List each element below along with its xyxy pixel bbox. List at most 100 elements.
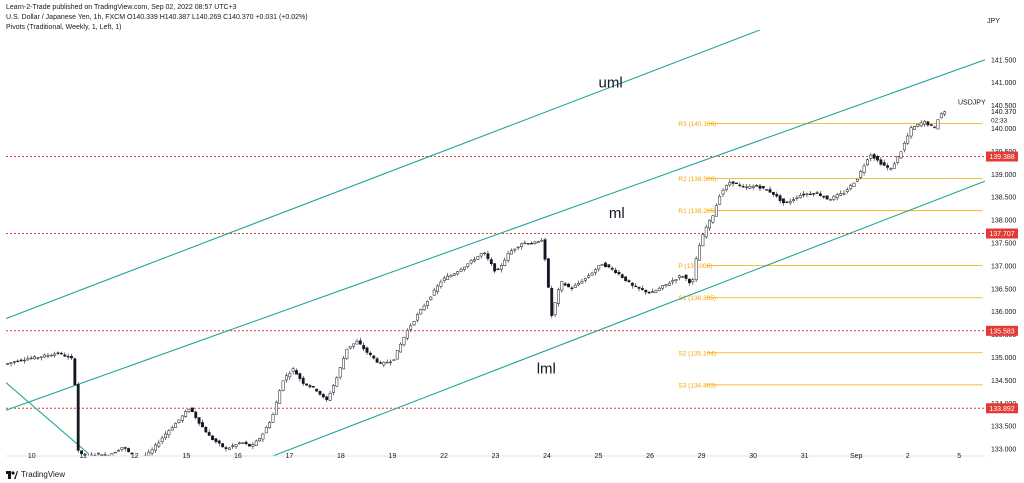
candle [802,191,806,198]
candle [63,352,67,357]
candle-body [53,353,57,356]
candle [325,395,329,403]
tradingview-brand[interactable]: TradingView [6,470,65,479]
candle-body [167,430,171,436]
candle [812,192,816,197]
candle [520,242,523,250]
candle-body [23,359,26,362]
candle [194,410,198,420]
candle-body [184,411,188,417]
candle-body [761,186,765,189]
candle [617,270,621,276]
candle-body [274,401,278,415]
candle [345,348,349,361]
candle [567,283,570,288]
candle-body [849,184,853,190]
candle [83,454,87,456]
candle-body [607,264,611,268]
candle [879,157,883,166]
candle [620,273,624,279]
candle-body [365,347,369,353]
candle [510,248,513,255]
candle [486,250,490,261]
candle-body [506,253,510,261]
candle [546,258,550,288]
candle-body [802,193,806,196]
candle [926,120,930,127]
candle-body [16,360,20,363]
candle [644,289,648,295]
candle [718,194,722,205]
candle [563,281,567,287]
candle [426,300,429,309]
candle-body [745,186,748,189]
candle [704,224,708,239]
candle [375,357,379,364]
plot-area: R3 (140.106)R2 (138.906)R1 (138.205)P (1… [6,30,985,456]
candle-body [923,120,926,125]
candle [120,447,124,452]
candle-body [338,367,342,378]
y-tick-label: 136.500 [991,286,1016,293]
candle-body [684,274,688,279]
candle [728,179,732,187]
candle [758,184,762,191]
candle [845,187,849,194]
candle-body [671,280,675,283]
x-tick-label: 30 [749,453,757,460]
candle-body [479,253,483,257]
candle-body [573,284,577,288]
candle-body [281,380,285,391]
candle [513,248,517,253]
tradingview-logo-icon [6,470,18,479]
candle-body [654,290,658,293]
candle [768,186,772,193]
candle-body [540,240,544,242]
candle-body [46,355,50,357]
candle [862,163,866,176]
channel-line [6,30,761,320]
candle-body [127,448,131,452]
candle-body [36,357,40,359]
candle-body [886,165,890,168]
candle [16,359,20,363]
candle-body [872,154,876,159]
candle-body [516,246,520,249]
candle-body [362,345,366,350]
candle-body [207,432,211,436]
level-price-tag [986,228,1018,239]
candle [923,120,926,127]
candle [701,232,705,247]
candle [227,446,231,451]
candle [466,263,470,269]
candle-body [26,358,30,361]
candle [530,241,534,245]
candle [637,286,641,292]
candle [832,194,836,202]
channel-label: ml [609,205,625,222]
candle [311,385,315,389]
candle-body [234,444,238,447]
candle-body [9,362,13,364]
candle-body [557,289,560,304]
candle-body [154,444,157,451]
candle-body [422,305,426,311]
symbol-ohlc-line: U.S. Dollar / Japanese Yen, 1h, FXCM O14… [6,14,308,21]
candle-body [805,193,809,195]
candle [385,359,389,364]
candle-body [577,282,581,286]
candle-body [597,265,601,270]
candle-body [869,154,873,159]
y-tick-label: 140.500 [991,103,1016,110]
candle-body [913,126,916,130]
candle-body [617,271,621,275]
candle-body [237,442,241,444]
candle-body [647,291,651,294]
candle-body [379,362,382,364]
candle-body [426,301,429,306]
candle-body [499,265,503,270]
candle-body [943,111,947,115]
x-tick-label: 5 [957,453,961,460]
candle [382,361,386,368]
